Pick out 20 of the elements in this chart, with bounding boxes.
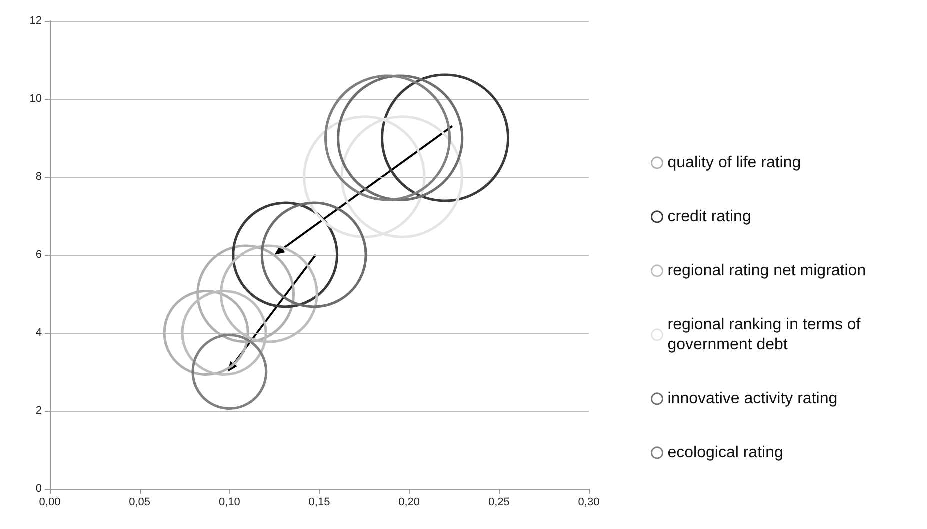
legend-label: credit rating — [668, 208, 752, 226]
y-tick-label: 10 — [30, 93, 42, 105]
y-tick-label: 4 — [36, 327, 42, 339]
y-tick-label: 6 — [36, 249, 42, 261]
legend-label: regional ranking in terms of government debt — [668, 316, 866, 354]
y-tick-label: 12 — [30, 15, 42, 27]
legend-label: regional rating net migration — [668, 262, 866, 280]
x-tick-label: 0,05 — [129, 496, 151, 508]
x-tick-label: 0,30 — [578, 496, 600, 508]
x-tick-label: 0,15 — [308, 496, 330, 508]
legend-label: innovative activity rating — [668, 390, 838, 408]
x-tick-label: 0,10 — [218, 496, 240, 508]
x-tick-label: 0,20 — [398, 496, 420, 508]
y-tick-label: 0 — [36, 483, 42, 495]
legend-label: quality of life rating — [668, 154, 802, 172]
y-tick-label: 2 — [36, 405, 42, 417]
legend-label: ecological rating — [668, 444, 784, 462]
x-tick-label: 0,00 — [39, 496, 61, 508]
x-tick-label: 0,25 — [488, 496, 510, 508]
y-tick-label: 8 — [36, 171, 42, 183]
